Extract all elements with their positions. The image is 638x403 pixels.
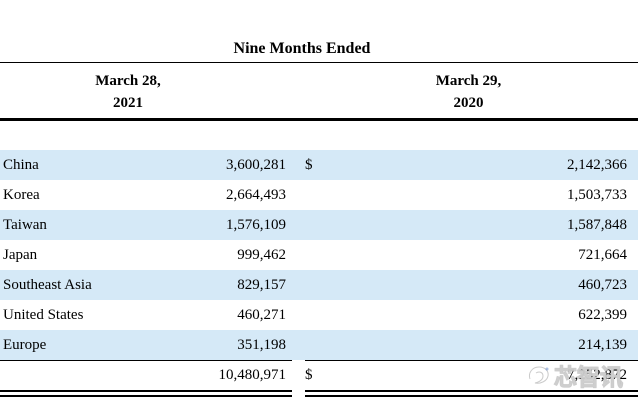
currency-symbol: $ — [305, 367, 313, 383]
value-2020: 622,399 — [578, 307, 627, 323]
table-row: China 3,600,281 $ 2,142,366 — [0, 150, 638, 180]
value-2021: 351,198 — [237, 337, 286, 353]
region-label: United States — [3, 307, 84, 323]
double-bottom-rule-left — [0, 390, 292, 397]
value-2021: 3,600,281 — [226, 157, 286, 173]
col-header-2021: March 28, 2021 — [95, 73, 161, 111]
header-bottom-rule — [0, 118, 638, 121]
table-row: Southeast Asia 829,157 460,723 — [0, 270, 638, 300]
region-label: Europe — [3, 337, 47, 353]
value-2021: 1,576,109 — [226, 217, 286, 233]
value-2020: 721,664 — [578, 247, 627, 263]
value-2020: 1,503,733 — [567, 187, 627, 203]
table-row: Taiwan 1,576,109 1,587,848 — [0, 210, 638, 240]
total-top-rule-left — [0, 360, 292, 361]
value-2021: 460,271 — [237, 307, 286, 323]
value-2020: 214,139 — [578, 337, 627, 353]
table-row: United States 460,271 622,399 — [0, 300, 638, 330]
value-2020: 460,723 — [578, 277, 627, 293]
col-header-2020: March 29, 2020 — [435, 73, 502, 111]
region-label: Korea — [3, 187, 40, 203]
table-row: Korea 2,664,493 1,503,733 — [0, 180, 638, 210]
region-label: Southeast Asia — [3, 277, 92, 293]
value-2021: 2,664,493 — [226, 187, 286, 203]
region-label: China — [3, 157, 39, 173]
total-row: 10,480,971 $ 7,252,872 — [0, 361, 638, 390]
total-value-2020: 7,252,872 — [567, 367, 627, 383]
currency-symbol: $ — [305, 157, 313, 173]
region-label: Japan — [3, 247, 38, 263]
table-title: Nine Months Ended — [233, 40, 371, 57]
value-2020: 1,587,848 — [567, 217, 627, 233]
total-top-rule-right — [305, 360, 638, 361]
total-value-2021: 10,480,971 — [218, 367, 287, 383]
value-2020: 2,142,366 — [567, 157, 627, 173]
value-2021: 999,462 — [237, 247, 286, 263]
value-2021: 829,157 — [237, 277, 286, 293]
table-row: Japan 999,462 721,664 — [0, 240, 638, 270]
double-bottom-rule-right — [305, 390, 638, 397]
title-underline-rule — [0, 62, 638, 63]
table-row: Europe 351,198 214,139 — [0, 330, 638, 360]
region-label: Taiwan — [3, 217, 47, 233]
